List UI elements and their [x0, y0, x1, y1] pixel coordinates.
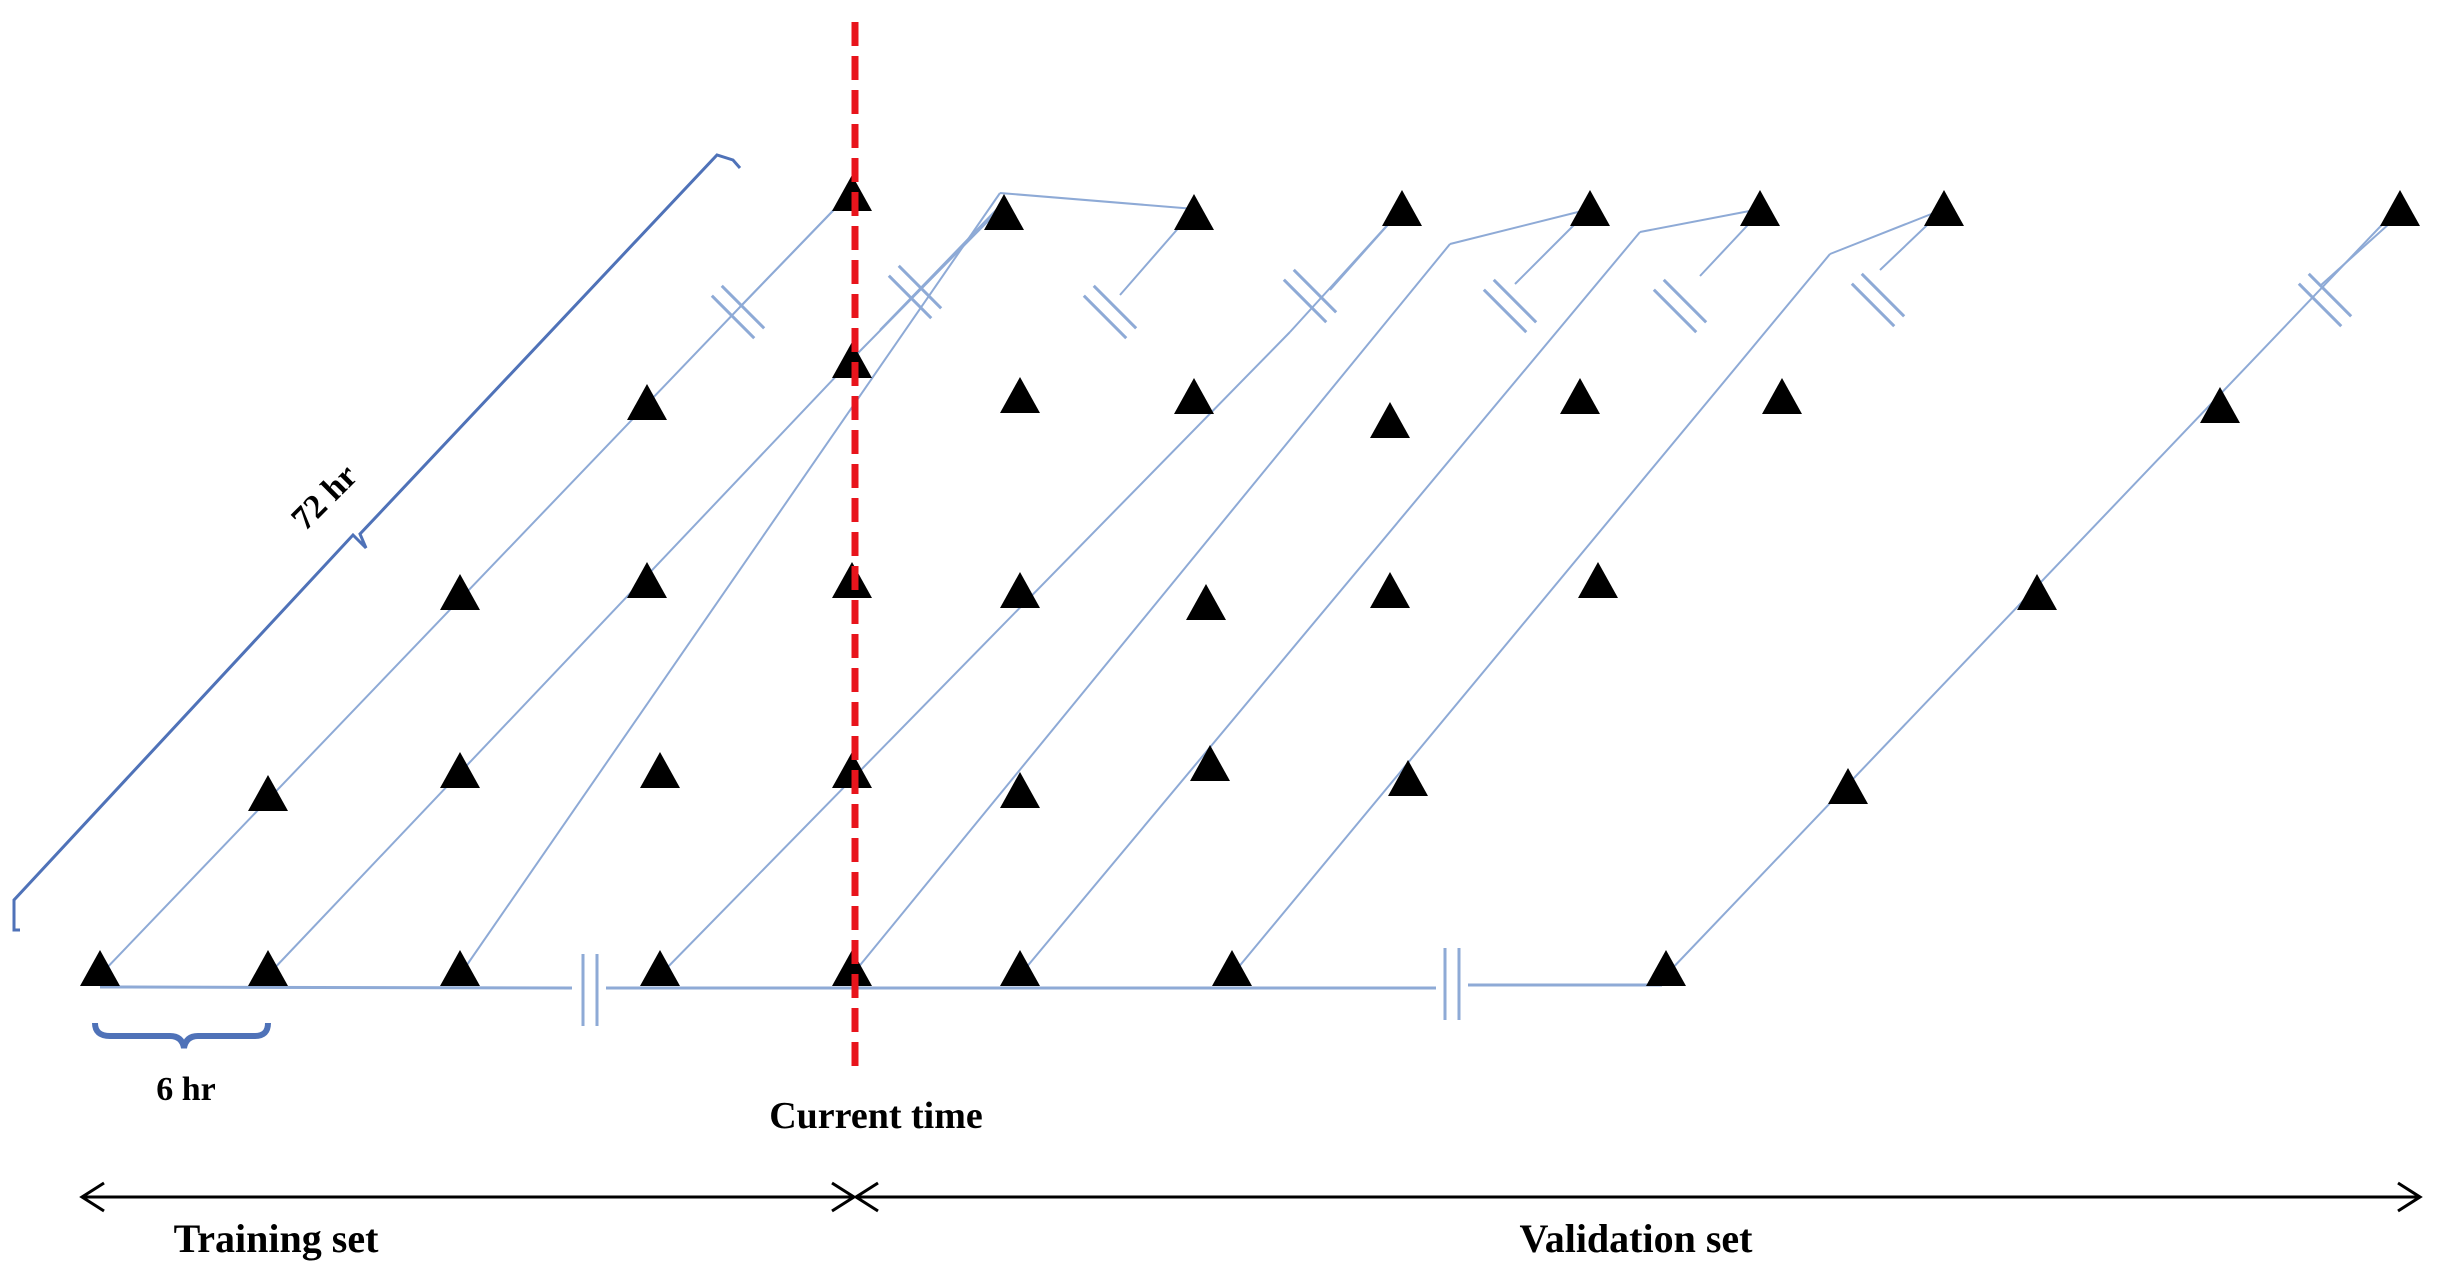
arrowhead-icon — [79, 1181, 105, 1213]
triangle-marker-icon — [1388, 760, 1428, 796]
triangle-marker-icon — [440, 950, 480, 986]
triangle-marker-icon — [1370, 572, 1410, 608]
triangle-marker-icon — [832, 950, 872, 986]
axis-break-icon — [1282, 268, 1338, 324]
triangle-marker-icon — [1578, 562, 1618, 598]
triangle-marker-icon — [1560, 378, 1600, 414]
triangle-marker-icon — [640, 752, 680, 788]
axis-break-stroke — [1860, 272, 1906, 318]
axis-break-stroke — [710, 294, 756, 340]
dataset-range-arrows — [79, 1181, 2423, 1213]
forecast-line-upper — [999, 192, 1196, 210]
forecast-line — [267, 350, 861, 976]
axis-break-icon — [1082, 284, 1138, 340]
time-point-markers — [80, 175, 2420, 986]
triangle-marker-icon — [627, 384, 667, 420]
triangle-marker-icon — [2380, 190, 2420, 226]
triangle-marker-icon — [1000, 572, 1040, 608]
arrowhead-icon — [853, 1181, 879, 1213]
triangle-marker-icon — [1382, 190, 1422, 226]
axis-break-stroke — [1850, 282, 1896, 328]
triangle-marker-icon — [1000, 950, 1040, 986]
triangle-marker-icon — [1000, 377, 1040, 413]
brace-6-hr — [92, 1022, 271, 1049]
triangle-marker-icon — [1212, 950, 1252, 986]
axis-break-stroke — [1652, 288, 1698, 334]
triangle-marker-icon — [1190, 745, 1230, 781]
triangle-marker-icon — [248, 775, 288, 811]
forecast-line — [851, 243, 1451, 976]
forecast-line — [659, 331, 1291, 976]
forecast-line — [1231, 253, 1831, 976]
forecast-line-upper — [1639, 208, 1761, 233]
triangle-marker-icon — [2017, 574, 2057, 610]
label-6-hr: 6 hr — [156, 1071, 216, 1108]
triangle-marker-icon — [1186, 584, 1226, 620]
axis-break-stroke — [1492, 278, 1538, 324]
triangle-marker-icon — [832, 342, 872, 378]
diagram-labels: 72 hr 6 hr Current time Training set Val… — [156, 457, 1753, 1261]
triangle-marker-icon — [1570, 190, 1610, 226]
axis-break-icon — [1482, 278, 1538, 334]
triangle-marker-icon — [1000, 772, 1040, 808]
triangle-marker-icon — [1762, 378, 1802, 414]
axis-break-icon — [1652, 278, 1708, 334]
axis-break-icon — [2297, 272, 2353, 328]
forecast-line — [459, 192, 1001, 976]
axis-break-stroke — [1082, 294, 1128, 340]
triangle-marker-icon — [1828, 768, 1868, 804]
axis-breaks — [581, 264, 2353, 1026]
axis-break-stroke — [887, 274, 933, 320]
label-72-hr: 72 hr — [284, 457, 364, 537]
axis-break-stroke — [1292, 268, 1338, 314]
triangle-marker-icon — [248, 950, 288, 986]
time-span-braces — [12, 153, 742, 1049]
axis-break-icon — [887, 264, 943, 320]
axis-break-stroke — [1662, 278, 1708, 324]
triangle-marker-icon — [1174, 194, 1214, 230]
baseline-segment — [99, 985, 573, 990]
triangle-marker-icon — [1924, 190, 1964, 226]
axis-break-icon — [1850, 272, 1906, 328]
triangle-marker-icon — [2200, 387, 2240, 423]
triangle-marker-icon — [627, 562, 667, 598]
axis-break-stroke — [2297, 282, 2343, 328]
axis-break-stroke — [897, 264, 943, 310]
axis-break-stroke — [720, 284, 766, 330]
triangle-marker-icon — [1740, 190, 1780, 226]
triangle-marker-icon — [1646, 950, 1686, 986]
triangle-marker-icon — [1174, 378, 1214, 414]
label-validation-set: Validation set — [1519, 1216, 1753, 1261]
triangle-marker-icon — [640, 950, 680, 986]
axis-break-icon — [1443, 948, 1461, 1020]
label-training-set: Training set — [174, 1216, 380, 1261]
axis-break-icon — [710, 284, 766, 340]
brace-72-hr — [12, 153, 742, 932]
forecast-line-upper — [1829, 208, 1945, 255]
axis-break-stroke — [1282, 278, 1328, 324]
forecast-line-upper — [879, 205, 1001, 331]
triangle-marker-icon — [984, 194, 1024, 230]
triangle-marker-icon — [440, 752, 480, 788]
triangle-marker-icon — [440, 574, 480, 610]
label-current-time: Current time — [769, 1095, 983, 1137]
forecast-line-upper — [1449, 208, 1591, 245]
axis-break-stroke — [1092, 284, 1138, 330]
axis-break-stroke — [2307, 272, 2353, 318]
triangle-marker-icon — [80, 950, 120, 986]
axis-break-icon — [581, 954, 599, 1026]
arrowhead-icon — [2397, 1181, 2423, 1213]
triangle-marker-icon — [1370, 402, 1410, 438]
forecast-line — [1019, 231, 1641, 976]
forecast-lines — [99, 189, 2401, 990]
axis-break-stroke — [1482, 288, 1528, 334]
